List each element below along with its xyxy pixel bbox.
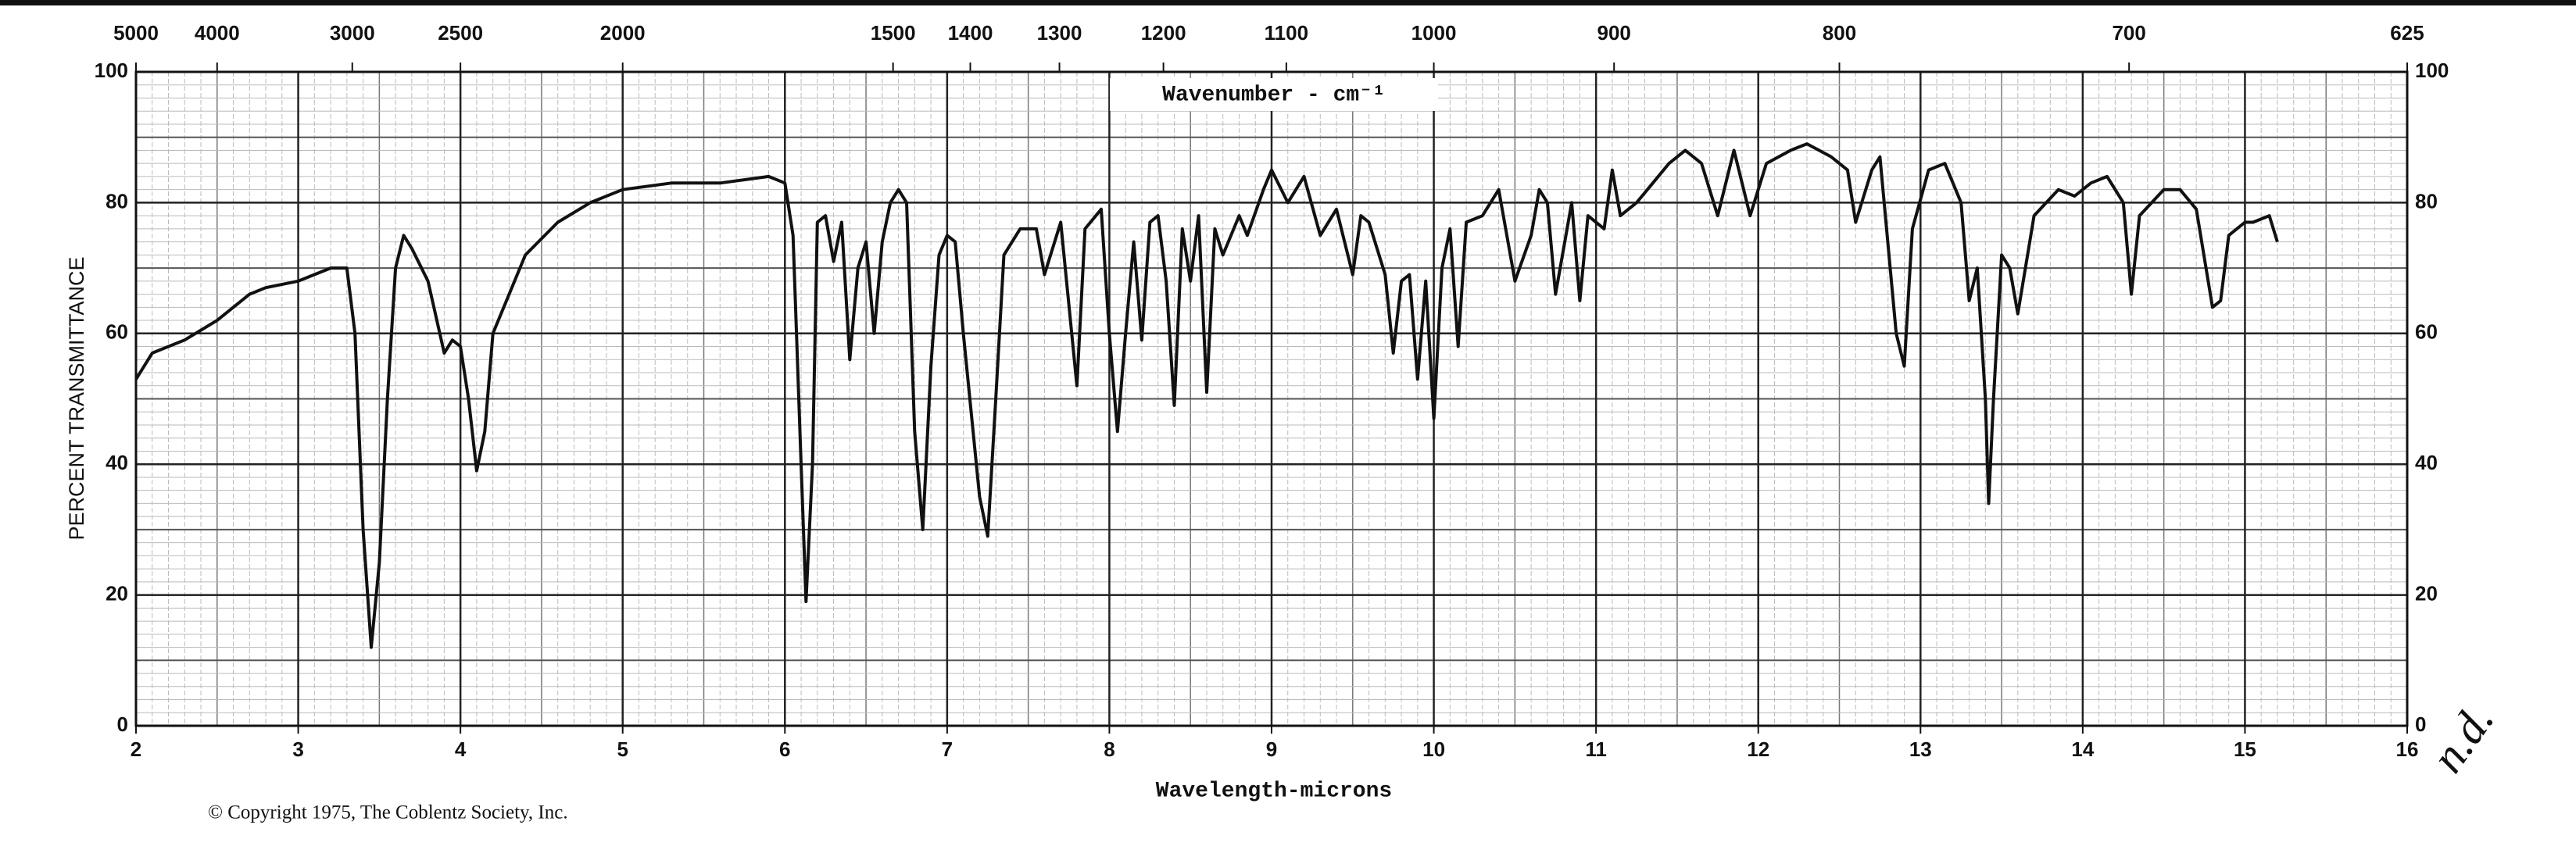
- x-tick-label: 15: [2234, 738, 2256, 761]
- title-bg: [1110, 78, 1438, 111]
- x-tick-label: 10: [1422, 738, 1445, 761]
- x-tick-label: 9: [1266, 738, 1277, 761]
- x2-tick-label: 625: [2390, 21, 2424, 45]
- x2-tick-label: 1100: [1265, 21, 1308, 45]
- x-tick-label: 12: [1747, 738, 1769, 761]
- x-axis-label: Wavelength-microns: [1156, 779, 1392, 803]
- y-tick-label: 40: [106, 451, 128, 474]
- x2-tick-label: 5000: [113, 21, 159, 45]
- x2-tick-label: 700: [2112, 21, 2145, 45]
- y-tick-label-right: 0: [2415, 712, 2426, 736]
- x-tick-label: 6: [779, 738, 790, 761]
- y-tick-label: 100: [95, 59, 128, 82]
- y-tick-label: 0: [117, 712, 128, 736]
- x2-tick-label: 4000: [195, 21, 240, 45]
- top-border: [0, 0, 2576, 5]
- x-tick-label: 3: [292, 738, 303, 761]
- marks: [134, 142, 2279, 649]
- x2-tick-label: 800: [1823, 21, 1856, 45]
- chart-title: Wavenumber - cm⁻¹: [1162, 83, 1386, 107]
- spectrum-line: [134, 142, 2279, 649]
- copyright: © Copyright 1975, The Coblentz Society, …: [208, 802, 568, 823]
- x-tick-label: 2: [131, 738, 141, 761]
- y-axis-label: PERCENT TRANSMITTANCE: [65, 256, 88, 540]
- x-tick-label: 16: [2396, 738, 2419, 761]
- y-tick-label-right: 20: [2415, 581, 2438, 605]
- x-tick-label: 7: [942, 738, 953, 761]
- plot-frame: [134, 70, 2409, 727]
- x2-tick-label: 2500: [438, 21, 483, 45]
- y-tick-label-right: 80: [2415, 189, 2438, 212]
- x2-tick-label: 1300: [1037, 21, 1082, 45]
- y-tick-label: 20: [106, 581, 128, 605]
- x-tick-label: 13: [1909, 738, 1932, 761]
- x2-tick-label: 1200: [1141, 21, 1186, 45]
- x2-tick-label: 3000: [330, 21, 375, 45]
- y-tick-label-right: 40: [2415, 451, 2438, 474]
- x-tick-label: 14: [2071, 738, 2094, 761]
- x2-tick-label: 1500: [871, 21, 916, 45]
- x-tick-label: 8: [1104, 738, 1114, 761]
- y-tick-label: 80: [106, 189, 128, 212]
- x2-tick-label: 1400: [948, 21, 993, 45]
- x-tick-label: 4: [455, 738, 467, 761]
- y-tick-label: 60: [106, 320, 128, 344]
- x2-tick-label: 900: [1597, 21, 1631, 45]
- y-tick-label-right: 100: [2415, 59, 2449, 82]
- x2-tick-label: 1000: [1411, 21, 1457, 45]
- x-tick-label: 5: [617, 738, 628, 761]
- y-tick-label-right: 60: [2415, 320, 2438, 344]
- x-tick-label: 11: [1585, 738, 1607, 761]
- x2-tick-label: 2000: [600, 21, 646, 45]
